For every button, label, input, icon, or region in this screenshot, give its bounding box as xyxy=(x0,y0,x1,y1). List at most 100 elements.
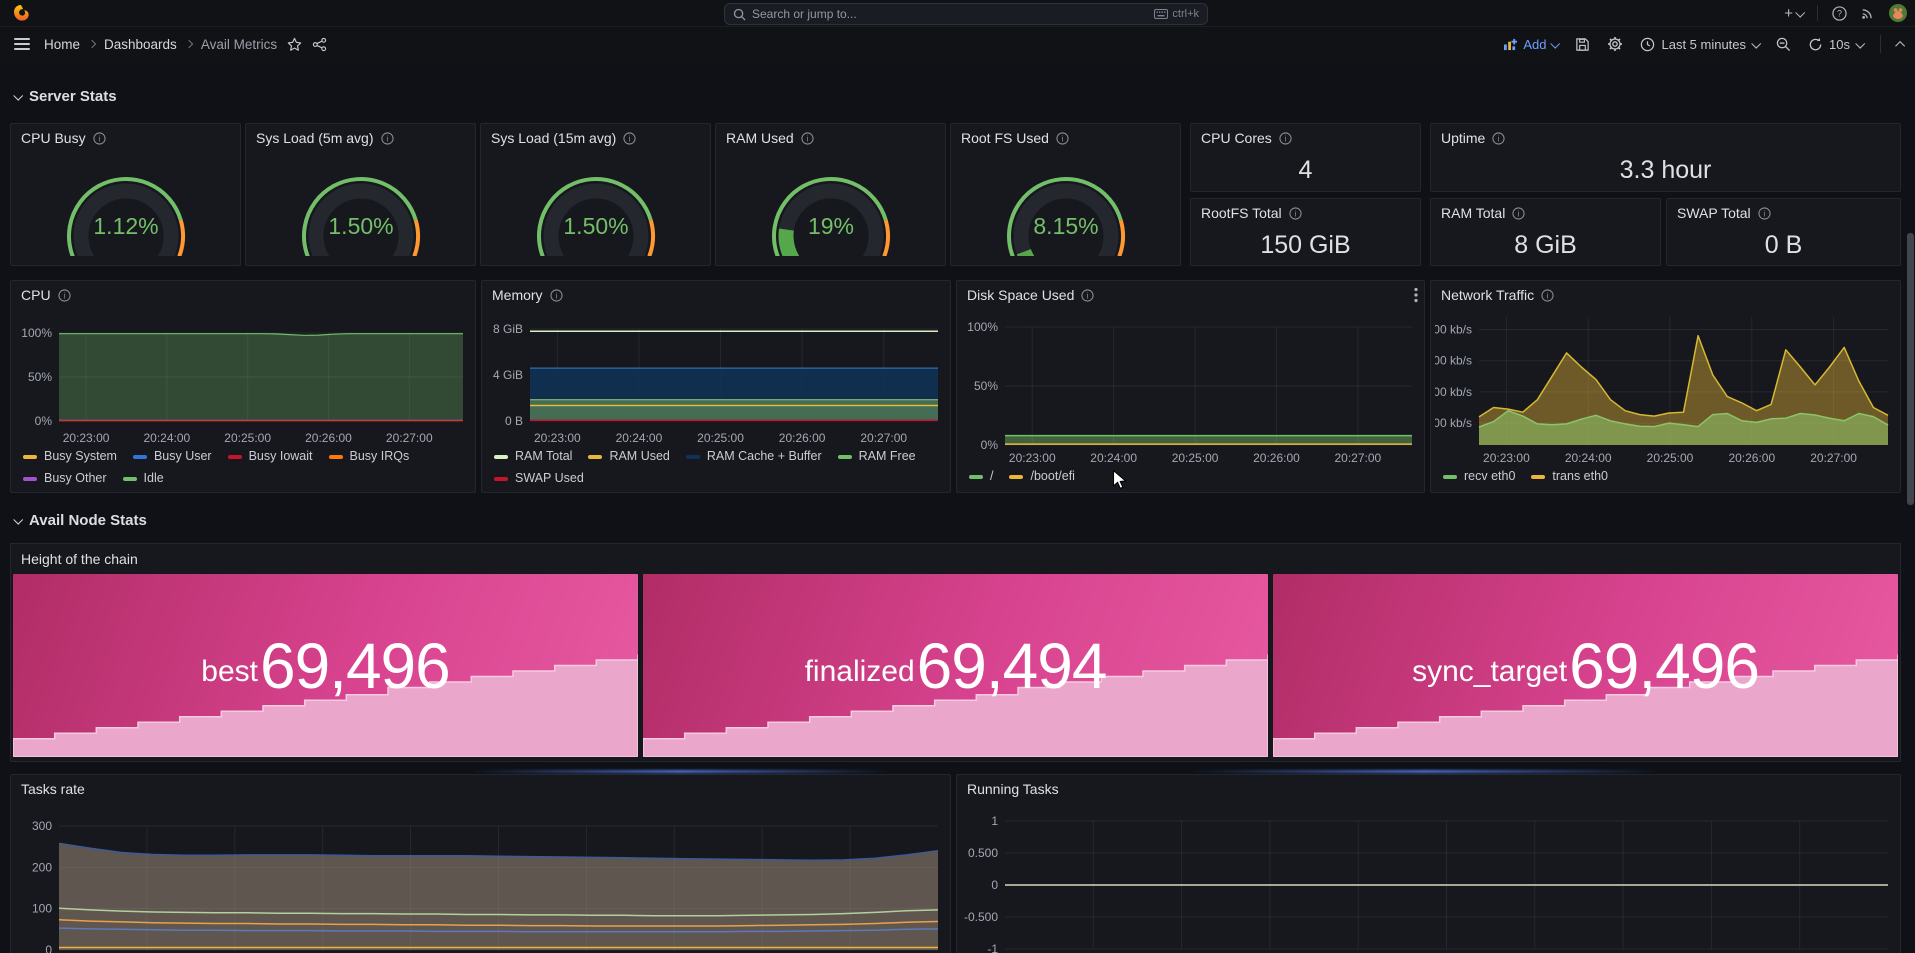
legend-item[interactable]: RAM Cache + Buffer xyxy=(686,448,822,465)
network-chart[interactable]: 800 kb/s600 kb/s400 kb/s200 kb/s20:23:00… xyxy=(1435,309,1896,466)
breadcrumb-home[interactable]: Home xyxy=(44,37,80,52)
legend-label: / xyxy=(990,468,993,485)
info-icon[interactable]: i xyxy=(93,132,106,145)
gauge-ram-used[interactable]: 19% xyxy=(716,152,945,256)
info-icon[interactable]: i xyxy=(1492,132,1505,145)
svg-text:i: i xyxy=(1547,291,1549,300)
collapse-toolbar-icon[interactable] xyxy=(1895,40,1905,50)
info-icon[interactable]: i xyxy=(1758,207,1771,220)
panel-title[interactable]: Uptime xyxy=(1441,130,1485,146)
legend-item[interactable]: Busy User xyxy=(133,448,212,465)
search-icon xyxy=(733,8,746,21)
svg-text:200 kb/s: 200 kb/s xyxy=(1435,416,1472,430)
news-icon[interactable] xyxy=(1861,6,1875,20)
panel-title[interactable]: Sys Load (15m avg) xyxy=(491,130,616,146)
legend-item[interactable]: SWAP Used xyxy=(494,470,584,487)
section-server-stats[interactable]: Server Stats xyxy=(14,88,117,105)
panel-menu-icon[interactable] xyxy=(1414,287,1418,308)
breadcrumb-dashboards[interactable]: Dashboards xyxy=(104,37,177,52)
panel-title[interactable]: RAM Used xyxy=(726,130,794,146)
gauge-root-fs-used[interactable]: 8.15% xyxy=(951,152,1180,256)
panel-title[interactable]: RootFS Total xyxy=(1201,205,1282,221)
avatar[interactable] xyxy=(1889,4,1907,22)
panel-title[interactable]: Network Traffic xyxy=(1441,287,1534,303)
panel-title[interactable]: Sys Load (5m avg) xyxy=(256,130,374,146)
legend-label: RAM Total xyxy=(515,448,572,465)
time-range-picker[interactable]: Last 5 minutes xyxy=(1640,37,1759,52)
stat-sync-target[interactable]: sync_target69,496 xyxy=(1273,574,1898,757)
menu-toggle-icon[interactable] xyxy=(14,38,30,50)
panel-title[interactable]: Height of the chain xyxy=(21,551,138,567)
legend-item[interactable]: /boot/efi xyxy=(1009,468,1074,485)
add-panel-button[interactable]: Add xyxy=(1503,37,1558,52)
info-icon[interactable]: i xyxy=(623,132,636,145)
panel-title[interactable]: CPU Busy xyxy=(21,130,86,146)
panel-root-fs-used: Root FS Used i 8.15% xyxy=(950,123,1181,266)
info-icon[interactable]: i xyxy=(550,289,563,302)
svg-text:?: ? xyxy=(1837,8,1842,18)
refresh-picker[interactable]: 10s xyxy=(1808,37,1863,52)
legend-color-dot xyxy=(133,455,147,459)
share-icon[interactable] xyxy=(312,37,327,52)
legend-item[interactable]: Idle xyxy=(123,470,164,487)
running-tasks-chart[interactable]: 10.5000-0.500-1 xyxy=(961,803,1896,953)
favorite-star-icon[interactable] xyxy=(287,37,302,52)
panel-title[interactable]: Root FS Used xyxy=(961,130,1049,146)
panel-title[interactable]: CPU Cores xyxy=(1201,130,1272,146)
gauge-sys-load-15m[interactable]: 1.50% xyxy=(481,152,710,256)
tasks-rate-chart[interactable]: 3002001000 xyxy=(15,803,946,953)
panel-sys-load-15m: Sys Load (15m avg) i 1.50% xyxy=(480,123,711,266)
info-icon[interactable]: i xyxy=(1081,289,1094,302)
panel-title[interactable]: Running Tasks xyxy=(967,781,1059,797)
new-button[interactable]: + xyxy=(1784,5,1803,22)
info-icon[interactable]: i xyxy=(801,132,814,145)
stat-finalized[interactable]: finalized69,494 xyxy=(643,574,1268,757)
panel-title[interactable]: CPU xyxy=(21,287,51,303)
legend-item[interactable]: Busy Iowait xyxy=(228,448,313,465)
stat-best[interactable]: best69,496 xyxy=(13,574,638,757)
legend-item[interactable]: trans eth0 xyxy=(1531,468,1608,485)
scrollbar-thumb[interactable] xyxy=(1907,233,1914,505)
panel-title[interactable]: RAM Total xyxy=(1441,205,1505,221)
svg-text:i: i xyxy=(1498,134,1500,143)
search-input[interactable]: Search or jump to... ctrl+k xyxy=(724,3,1208,25)
panel-swap-total: SWAP Total i 0 B xyxy=(1666,198,1901,266)
zoom-out-icon[interactable] xyxy=(1776,37,1791,52)
gauge-cpu-busy[interactable]: 1.12% xyxy=(11,152,240,256)
panel-title[interactable]: SWAP Total xyxy=(1677,205,1751,221)
legend-item[interactable]: RAM Used xyxy=(588,448,669,465)
legend-item[interactable]: / xyxy=(969,468,993,485)
legend-item[interactable]: Busy IRQs xyxy=(329,448,410,465)
info-icon[interactable]: i xyxy=(1056,132,1069,145)
legend-item[interactable]: RAM Total xyxy=(494,448,572,465)
legend-item[interactable]: recv eth0 xyxy=(1443,468,1515,485)
legend-item[interactable]: Busy Other xyxy=(23,470,107,487)
info-icon[interactable]: i xyxy=(1289,207,1302,220)
section-avail-node-stats[interactable]: Avail Node Stats xyxy=(14,512,147,529)
gauge-canvas: 1.50% xyxy=(521,152,671,256)
legend-item[interactable]: RAM Free xyxy=(838,448,916,465)
save-dashboard-icon[interactable] xyxy=(1575,37,1590,52)
cpu-chart[interactable]: 100%50%0%20:23:0020:24:0020:25:0020:26:0… xyxy=(15,309,471,446)
legend-color-dot xyxy=(494,477,508,481)
info-icon[interactable]: i xyxy=(381,132,394,145)
legend-item[interactable]: Busy System xyxy=(23,448,117,465)
grafana-logo-icon[interactable] xyxy=(12,4,30,22)
panel-title[interactable]: Tasks rate xyxy=(21,781,85,797)
info-icon[interactable]: i xyxy=(1541,289,1554,302)
info-icon[interactable]: i xyxy=(1279,132,1292,145)
legend-color-dot xyxy=(1009,475,1023,479)
info-icon[interactable]: i xyxy=(58,289,71,302)
info-icon[interactable]: i xyxy=(1512,207,1525,220)
memory-chart[interactable]: 8 GiB4 GiB0 B20:23:0020:24:0020:25:0020:… xyxy=(486,309,946,446)
chart-canvas: 100%50%0%20:23:0020:24:0020:25:0020:26:0… xyxy=(15,309,471,446)
panel-title[interactable]: Memory xyxy=(492,287,543,303)
help-icon[interactable]: ? xyxy=(1832,6,1847,21)
search-shortcut: ctrl+k xyxy=(1154,8,1199,20)
panel-title[interactable]: Disk Space Used xyxy=(967,287,1074,303)
dashboard-settings-icon[interactable] xyxy=(1607,36,1623,52)
gauge-sys-load-5m[interactable]: 1.50% xyxy=(246,152,475,256)
chart-canvas: 10.5000-0.500-1 xyxy=(961,803,1896,953)
disk-chart[interactable]: 100%50%0%20:23:0020:24:0020:25:0020:26:0… xyxy=(961,309,1420,466)
legend-label: Busy Iowait xyxy=(249,448,313,465)
